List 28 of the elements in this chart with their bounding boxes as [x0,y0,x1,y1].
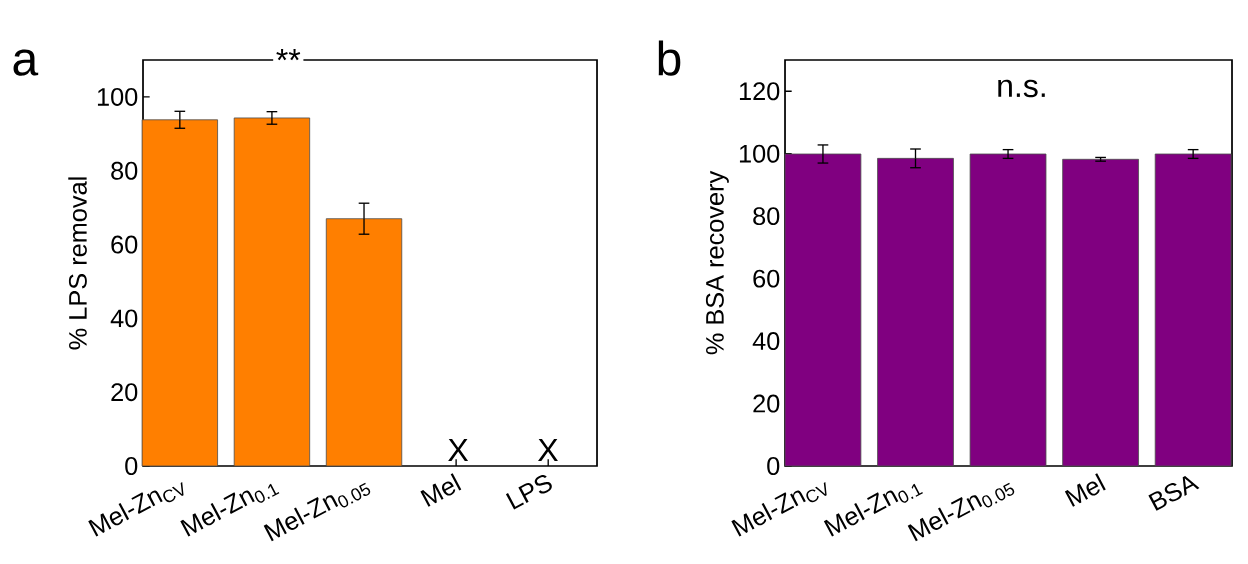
y-axis-title: % LPS removal [68,177,87,350]
y-tick-label: 20 [111,383,138,402]
x-tick-label: BSA [1148,475,1200,511]
y-tick-label: 60 [753,269,780,288]
y-tick-label: 0 [125,457,138,475]
annotation: X [538,439,558,462]
y-tick-label: 100 [739,144,780,163]
y-tick-label: 20 [753,394,780,413]
bar [325,218,403,467]
chart-title: b [658,40,681,76]
annotation: ** [276,48,301,61]
y-tick-label: 120 [739,82,780,101]
y-tick-label: 60 [111,235,138,254]
y-tick-label: 80 [753,207,780,226]
bar [233,117,311,467]
y-tick-label: 40 [110,309,138,328]
y-tick-label: 100 [97,87,138,106]
y-tick-label: 0 [767,457,780,475]
annotation: n.s. [998,79,1045,98]
chart-title: a [13,49,39,76]
annotation: X [448,439,469,462]
y-axis-title: % BSA recovery [705,170,729,355]
bar [141,119,218,467]
x-tick-label: Mel [420,473,462,507]
x-tick-label: LPS [505,474,552,510]
y-tick-label: 40 [752,332,780,351]
x-tick-label: Mel [1064,473,1106,507]
y-tick-label: 80 [111,161,138,180]
